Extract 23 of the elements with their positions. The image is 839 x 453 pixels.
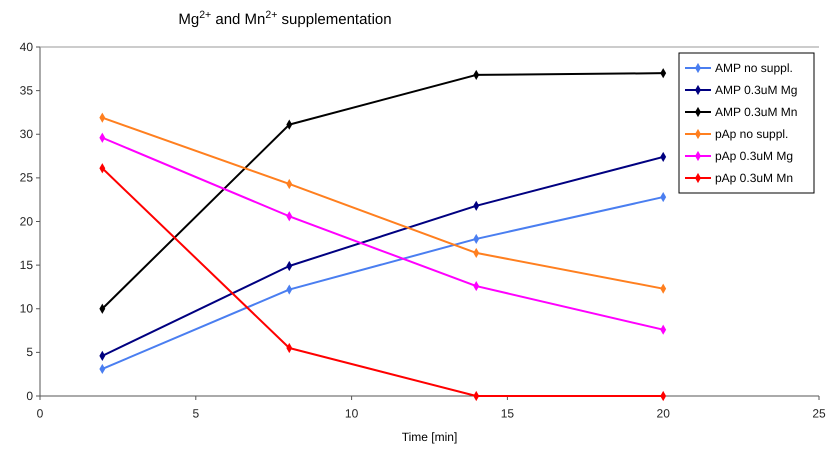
legend-label: AMP no suppl. [715,61,793,75]
x-tick-label: 20 [656,406,670,420]
x-tick-label: 10 [344,406,359,420]
y-tick-label: 5 [26,345,34,360]
x-tick-label: 25 [812,406,826,420]
y-tick-label: 10 [20,302,34,316]
y-tick-label: 15 [20,258,34,272]
y-tick-label: 20 [20,214,34,228]
y-tick-label: 0 [26,388,34,403]
legend-label: AMP 0.3uM Mn [715,105,798,119]
legend-label: pAp no suppl. [715,127,788,141]
legend-label: AMP 0.3uM Mg [715,83,798,97]
y-tick-label: 25 [20,170,34,185]
x-tick-label: 5 [192,406,200,420]
legend-label: pAp 0.3uM Mn [715,171,794,185]
y-tick-label: 40 [20,40,34,54]
legend-label: pAp 0.3uM Mg [715,149,794,163]
y-tick-label: 35 [20,83,34,98]
x-tick-label: 15 [500,406,514,420]
x-tick-label: 0 [36,406,44,420]
y-tick-label: 30 [20,127,34,142]
chart-title: Mg$^{2+}$ and Mn$^{2+}$ supplementation [178,9,392,28]
x-axis-title: Time [min] [402,430,458,444]
